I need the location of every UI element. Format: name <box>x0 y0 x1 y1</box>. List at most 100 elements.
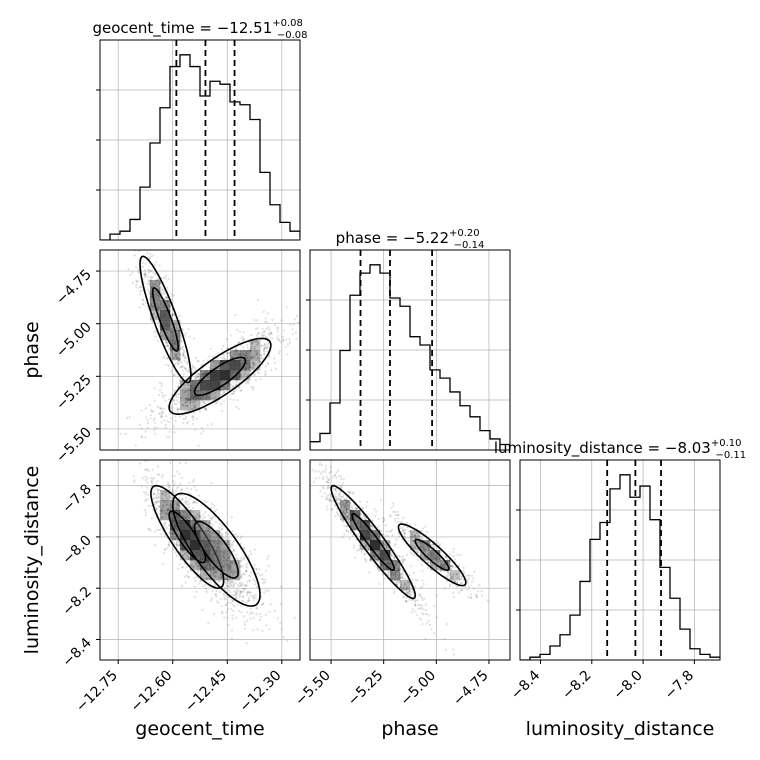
sample-point <box>231 541 235 544</box>
sample-point <box>432 546 435 549</box>
sample-point <box>355 521 359 524</box>
density-cell <box>340 500 351 511</box>
sample-point <box>212 567 216 570</box>
sample-point <box>250 594 253 597</box>
sample-point <box>252 594 255 597</box>
sample-point <box>371 520 375 523</box>
sample-point <box>436 594 439 597</box>
sample-point <box>228 351 231 355</box>
sample-point <box>162 276 165 279</box>
sample-point <box>222 555 225 558</box>
sample-point <box>220 557 223 560</box>
sample-point <box>423 548 426 551</box>
sample-point <box>399 573 402 576</box>
density-cell <box>180 400 191 411</box>
sample-point <box>248 574 251 577</box>
sample-point <box>422 547 426 550</box>
sample-point <box>177 544 180 547</box>
scatter-panel-geocent_time-phase: −5.50−5.25−5.00−4.75 <box>53 233 316 466</box>
sample-point <box>197 360 200 363</box>
sample-point <box>196 517 199 520</box>
sample-point <box>186 554 189 557</box>
sample-point <box>243 547 246 550</box>
sample-point <box>421 623 424 626</box>
sample-point <box>435 616 438 619</box>
sample-point <box>342 511 345 514</box>
sample-point <box>334 504 337 508</box>
sample-point <box>162 305 165 308</box>
sample-point <box>229 383 233 386</box>
density-cell <box>230 350 241 361</box>
sample-point <box>153 503 157 507</box>
sample-point <box>443 566 446 569</box>
sample-point <box>176 356 180 359</box>
sample-point <box>347 513 351 516</box>
title-main-geocent_time: geocent_time = −12.51 <box>92 19 272 38</box>
sample-point <box>393 556 396 560</box>
sample-point <box>160 329 163 333</box>
sample-point <box>212 612 215 616</box>
sample-point <box>237 407 240 410</box>
sample-point <box>194 562 198 566</box>
sample-point <box>419 595 423 598</box>
sample-point <box>450 576 453 579</box>
sample-point <box>240 535 243 538</box>
sample-point <box>220 563 224 566</box>
sample-point <box>232 381 235 384</box>
sample-point <box>217 542 220 546</box>
sample-point <box>156 405 159 408</box>
sample-point <box>237 349 240 353</box>
sample-point <box>181 346 184 349</box>
sample-point <box>185 399 188 402</box>
sample-point <box>208 355 211 358</box>
sample-point <box>471 580 474 583</box>
sample-point <box>214 402 218 405</box>
sample-point <box>325 475 328 478</box>
sample-point <box>213 570 216 573</box>
sample-point <box>213 575 216 578</box>
sample-point <box>221 380 224 384</box>
sample-point <box>144 271 147 275</box>
sample-point <box>159 415 162 418</box>
sample-point <box>340 505 343 509</box>
density-cell <box>410 530 421 541</box>
sample-point <box>413 536 416 539</box>
sample-point <box>150 269 153 272</box>
sample-point <box>234 571 237 574</box>
sample-point <box>236 342 239 345</box>
sample-point <box>195 417 198 420</box>
sample-point <box>172 490 175 493</box>
sample-point <box>247 555 250 558</box>
sample-point <box>178 415 182 418</box>
hist-panel-geocent_time: geocent_time = −12.51+0.08 −0.08 <box>92 18 308 241</box>
sample-point <box>128 233 130 235</box>
sample-point <box>154 282 158 286</box>
sample-point <box>187 393 190 396</box>
sample-point <box>297 321 300 324</box>
sample-point <box>314 319 316 321</box>
sample-point <box>239 566 242 569</box>
contour-39.3%-mode-1 <box>193 356 247 397</box>
sample-point <box>277 352 280 355</box>
sample-point <box>246 562 249 565</box>
sample-point <box>176 407 179 410</box>
density-cell <box>170 330 181 341</box>
sample-point <box>156 465 160 468</box>
sample-point <box>156 489 159 492</box>
sample-point <box>445 579 449 583</box>
sample-point <box>405 588 408 591</box>
sample-point <box>440 570 443 573</box>
sample-point <box>178 472 181 475</box>
sample-point <box>154 272 157 275</box>
sample-point <box>470 593 473 596</box>
sample-point <box>301 431 303 433</box>
sample-point <box>411 607 414 610</box>
sample-point <box>151 509 155 512</box>
sample-point <box>198 375 201 378</box>
sample-point <box>421 569 424 572</box>
sample-point <box>414 523 417 526</box>
sample-point <box>368 571 371 574</box>
sample-point <box>186 421 189 425</box>
sample-point <box>407 530 411 533</box>
sample-point <box>202 572 205 575</box>
